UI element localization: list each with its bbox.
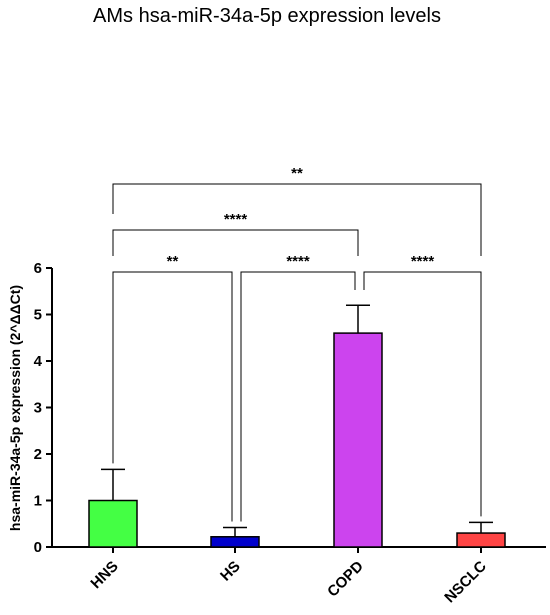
significance-bracket <box>240 271 356 522</box>
significance-label: **** <box>224 211 248 228</box>
significance-bracket <box>363 271 482 517</box>
bar <box>456 532 506 548</box>
significance-bracket <box>112 229 359 256</box>
y-tick-label: 1 <box>34 493 42 510</box>
y-tick-label: 2 <box>34 446 42 463</box>
y-tick-label: 4 <box>34 353 43 370</box>
chart-title: AMs hsa-miR-34a-5p expression levels <box>93 5 441 27</box>
x-tick-label: HS <box>217 558 244 585</box>
bar <box>333 332 383 548</box>
significance-bracket <box>112 183 482 256</box>
x-tick-label: NSCLC <box>441 558 490 607</box>
bar <box>88 499 138 548</box>
significance-label: ** <box>167 253 179 270</box>
y-tick-label: 3 <box>34 400 42 417</box>
significance-label: **** <box>411 253 435 270</box>
significance-label: ** <box>291 165 303 182</box>
y-axis-label: hsa-miR-34a-5p expression (2^ΔΔCt) <box>7 285 23 531</box>
bar <box>210 536 260 548</box>
y-tick-label: 5 <box>34 307 42 324</box>
y-tick-label: 0 <box>34 539 42 556</box>
y-tick-label: 6 <box>34 260 42 277</box>
significance-bracket <box>112 271 233 522</box>
x-tick-label: HNS <box>87 558 121 592</box>
significance-label: **** <box>286 253 310 270</box>
x-tick-label: COPD <box>324 558 367 601</box>
